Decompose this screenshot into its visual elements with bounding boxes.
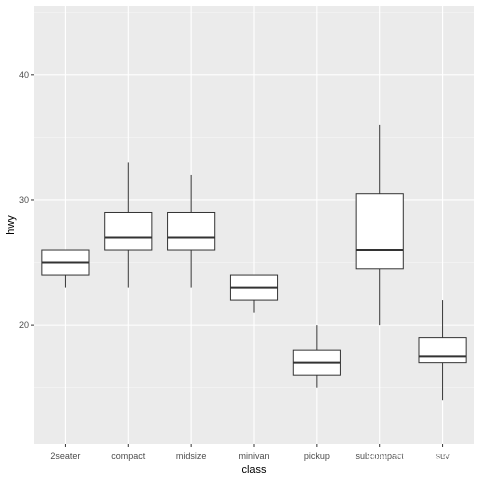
box-iqr	[418, 337, 467, 364]
x-axis: 2seater compact midsize minivan pickup subcom…	[50, 444, 450, 461]
y-tick-label: 30	[19, 195, 29, 205]
x-tick-label: 2seater	[50, 451, 80, 461]
y-tick-label: 40	[19, 70, 29, 80]
x-tick-label: compact	[111, 451, 146, 461]
x-tick-label: suv	[436, 451, 451, 461]
y-tick-label: 20	[19, 320, 29, 330]
x-tick-label: subcompact	[355, 451, 404, 461]
y-axis: 20 30 40	[19, 70, 34, 330]
x-tick-label: midsize	[176, 451, 207, 461]
watermark: 知乎 @王若容岁	[366, 449, 454, 464]
box-midsize	[167, 174, 216, 288]
y-axis-title: hwy	[5, 215, 17, 235]
box-compact	[104, 162, 153, 288]
x-tick-label: minivan	[238, 451, 269, 461]
x-axis-title: class	[241, 464, 267, 476]
box-iqr	[355, 193, 404, 270]
box-iqr	[167, 211, 216, 251]
watermark-text: 知乎 @王若容岁	[366, 449, 454, 464]
box-iqr	[104, 211, 153, 251]
box-series	[41, 124, 467, 401]
box-minivan	[229, 274, 279, 313]
box-pickup	[292, 325, 341, 388]
x-tick-label: pickup	[304, 451, 330, 461]
box-2seater	[41, 249, 90, 288]
box-subcompact	[355, 124, 404, 326]
box-suv	[418, 300, 467, 401]
